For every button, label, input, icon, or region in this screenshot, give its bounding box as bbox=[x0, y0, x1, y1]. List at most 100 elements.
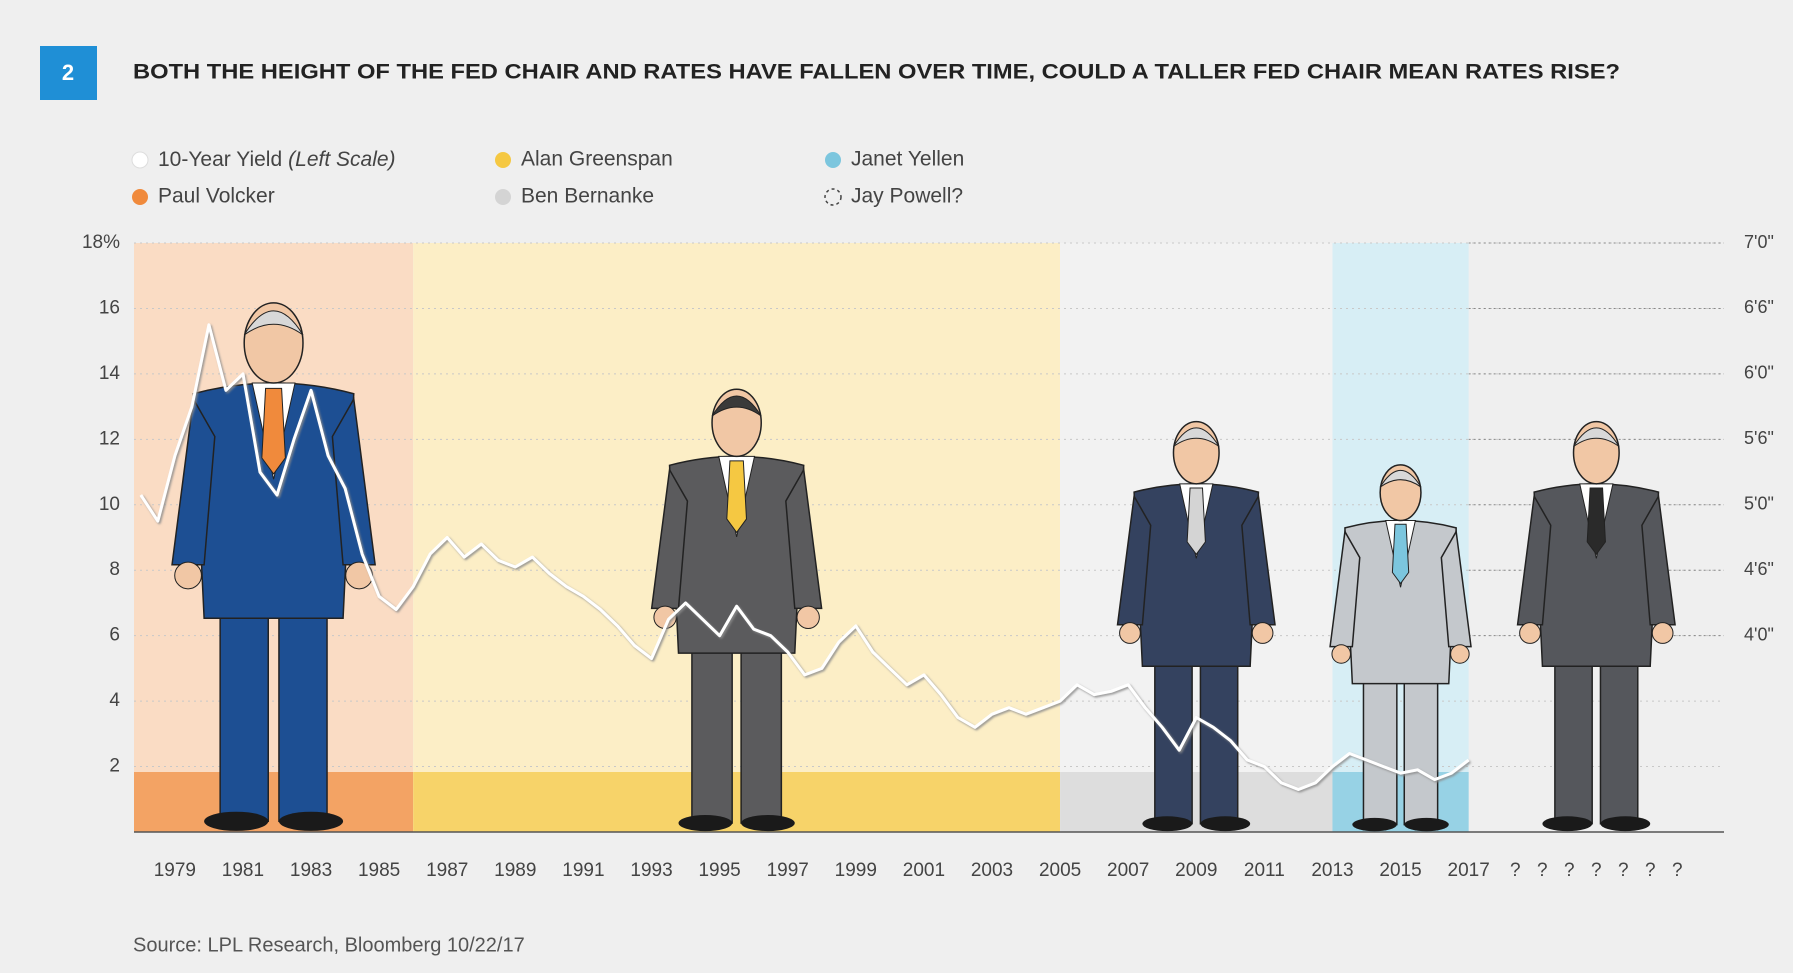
chair-figure bbox=[171, 302, 376, 831]
x-tick-label: 2011 bbox=[1244, 860, 1285, 881]
arm bbox=[171, 396, 216, 566]
legend-marker bbox=[495, 152, 511, 168]
tie bbox=[1586, 487, 1606, 556]
shoe bbox=[741, 815, 795, 832]
shoe bbox=[1352, 817, 1397, 832]
y-tick-label: 2 bbox=[109, 756, 120, 777]
x-tick-label: 2009 bbox=[1175, 860, 1217, 881]
arm bbox=[1641, 493, 1676, 626]
y-tick-label: 18% bbox=[82, 232, 120, 253]
legend-series-name: 10-Year Yield bbox=[158, 148, 282, 171]
arm bbox=[1241, 493, 1276, 626]
y-tick-label: 14 bbox=[99, 363, 121, 384]
leg bbox=[1599, 644, 1639, 825]
band-strip bbox=[1060, 772, 1333, 832]
yield-line bbox=[139, 323, 1470, 791]
x-tick-label: 1995 bbox=[698, 860, 740, 881]
hand bbox=[1651, 622, 1674, 644]
legend-marker bbox=[132, 189, 148, 205]
x-future-label: ? bbox=[1645, 860, 1656, 881]
shoe bbox=[1404, 817, 1449, 832]
x-tick-label: 1989 bbox=[494, 860, 536, 881]
hand bbox=[1450, 644, 1470, 664]
arm bbox=[331, 396, 376, 566]
y2-tick-label: 4'6" bbox=[1744, 559, 1774, 579]
arm bbox=[1516, 493, 1552, 626]
legend-label: Paul Volcker bbox=[158, 185, 275, 208]
x-future-label: ? bbox=[1564, 860, 1575, 881]
leg bbox=[219, 590, 269, 823]
hair bbox=[1173, 427, 1220, 447]
legend-marker bbox=[495, 189, 511, 205]
legend-marker bbox=[825, 152, 841, 168]
era-band bbox=[1060, 243, 1333, 832]
x-tick-label: 1991 bbox=[562, 860, 604, 881]
leg bbox=[1362, 664, 1398, 826]
x-tick-label: 2005 bbox=[1039, 860, 1081, 881]
leg bbox=[1554, 644, 1593, 825]
x-tick-label: 1997 bbox=[767, 860, 809, 881]
y2-tick-label: 6'0" bbox=[1744, 363, 1774, 383]
arm bbox=[1329, 529, 1361, 648]
hair bbox=[1379, 470, 1422, 488]
shoe bbox=[278, 811, 344, 831]
x-tick-label: 2017 bbox=[1448, 860, 1490, 881]
y-tick-label: 16 bbox=[99, 297, 120, 318]
x-tick-label: 1981 bbox=[222, 860, 264, 881]
hand bbox=[345, 561, 373, 590]
shoe bbox=[1542, 816, 1593, 832]
leg bbox=[691, 630, 733, 824]
y2-tick-label: 6'6" bbox=[1744, 297, 1774, 317]
tie bbox=[1391, 523, 1410, 585]
x-tick-label: 2015 bbox=[1379, 860, 1421, 881]
hand bbox=[1519, 622, 1541, 644]
band-strip bbox=[1332, 772, 1469, 832]
shoe bbox=[678, 815, 733, 832]
shoe bbox=[1600, 816, 1651, 832]
y-tick-label: 10 bbox=[99, 494, 120, 515]
chart-title: BOTH THE HEIGHT OF THE FED CHAIR AND RAT… bbox=[133, 61, 1620, 84]
figure-number: 2 bbox=[62, 60, 74, 85]
shoe bbox=[1200, 816, 1251, 832]
y2-tick-label: 4'0" bbox=[1744, 624, 1774, 644]
x-tick-label: 1987 bbox=[426, 860, 468, 881]
x-future-label: ? bbox=[1591, 860, 1602, 881]
tie bbox=[726, 460, 747, 534]
x-tick-label: 1983 bbox=[290, 860, 332, 881]
arm bbox=[1440, 529, 1472, 648]
legend-label: 10-Year Yield (Left Scale) bbox=[158, 148, 396, 171]
hand bbox=[1119, 622, 1141, 644]
x-tick-label: 1993 bbox=[630, 860, 672, 881]
hair bbox=[1573, 427, 1620, 447]
leg bbox=[1403, 664, 1439, 826]
legend-marker bbox=[131, 151, 149, 169]
legend-label: Jay Powell? bbox=[851, 185, 963, 208]
x-tick-label: 2013 bbox=[1311, 860, 1353, 881]
x-tick-label: 2007 bbox=[1107, 860, 1149, 881]
legend-label: Alan Greenspan bbox=[521, 148, 673, 171]
shoe bbox=[1142, 816, 1193, 832]
x-tick-label: 1985 bbox=[358, 860, 400, 881]
x-tick-label: 2003 bbox=[971, 860, 1013, 881]
hand bbox=[1331, 644, 1351, 664]
figure-badge bbox=[40, 46, 97, 100]
y-tick-label: 4 bbox=[109, 690, 120, 711]
tie bbox=[1186, 487, 1206, 556]
chair-figure bbox=[650, 388, 823, 832]
y2-tick-label: 5'0" bbox=[1744, 494, 1774, 514]
arm bbox=[785, 467, 823, 610]
band-strip bbox=[134, 772, 414, 832]
hand bbox=[1251, 622, 1274, 644]
arm bbox=[1116, 493, 1152, 626]
shoe bbox=[204, 811, 269, 831]
leg bbox=[1199, 644, 1239, 825]
hair bbox=[243, 310, 304, 336]
legend-label: Ben Bernanke bbox=[521, 185, 654, 208]
x-tick-label: 2001 bbox=[903, 860, 945, 881]
y-tick-label: 12 bbox=[99, 428, 120, 449]
legend-label: Janet Yellen bbox=[851, 148, 964, 171]
legend-marker bbox=[824, 188, 842, 206]
x-future-label: ? bbox=[1672, 860, 1683, 881]
